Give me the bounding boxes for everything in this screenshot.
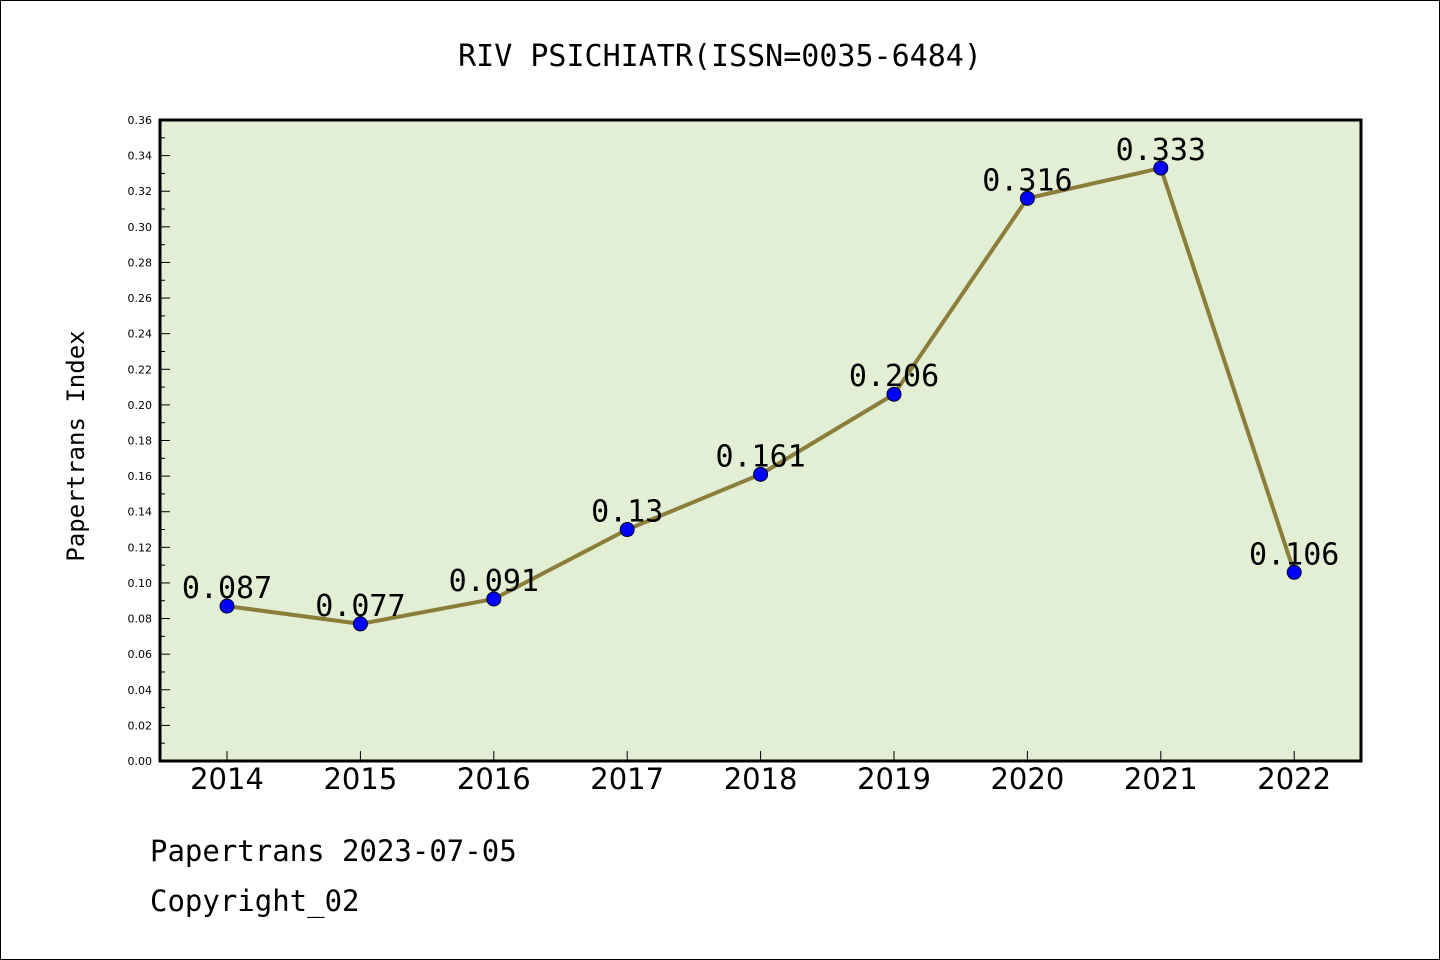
data-label: 0.091: [449, 564, 539, 599]
x-axis-ticks: 2014 2015 2016 2017 2018 2019 2020 2021 2022: [190, 751, 1331, 796]
y-tick-label: 0.12: [128, 541, 153, 554]
data-label: 0.13: [591, 495, 663, 530]
y-tick-label: 0.36: [128, 114, 153, 127]
x-tick-label: 2015: [323, 762, 397, 796]
y-tick-label: 0.04: [128, 684, 153, 697]
y-tick-label: 0.06: [128, 648, 153, 661]
footer-date-line: Papertrans 2023-07-05: [150, 834, 517, 868]
data-label: 0.087: [182, 571, 272, 606]
y-tick-label: 0.22: [128, 363, 153, 376]
y-tick-label: 0.34: [128, 150, 153, 163]
y-tick-label: 0.30: [128, 221, 153, 234]
data-label: 0.106: [1249, 537, 1339, 572]
data-label: 0.333: [1116, 133, 1206, 168]
data-point-marker: [219, 598, 235, 614]
y-tick-label: 0.26: [128, 292, 153, 305]
y-tick-label: 0.20: [128, 399, 153, 412]
x-tick-label: 2021: [1124, 762, 1198, 796]
y-tick-label: 0.14: [128, 506, 153, 519]
y-tick-label: 0.24: [128, 328, 153, 341]
x-tick-label: 2020: [990, 762, 1064, 796]
y-tick-label: 0.10: [128, 577, 153, 590]
x-tick-label: 2022: [1257, 762, 1331, 796]
y-tick-label: 0.00: [128, 755, 153, 768]
y-tick-label: 0.02: [128, 719, 153, 732]
footer-copyright-line: Copyright_02: [150, 884, 360, 918]
data-point-marker: [352, 616, 368, 632]
data-point-marker: [1286, 564, 1302, 580]
chart-title: RIV PSICHIATR(ISSN=0035-6484): [458, 39, 982, 74]
data-point-marker: [886, 386, 902, 402]
data-point-marker: [753, 466, 769, 482]
x-tick-label: 2016: [457, 762, 531, 796]
y-tick-label: 0.18: [128, 435, 153, 448]
data-point-marker: [486, 591, 502, 607]
y-axis-ticks: 0.00 0.02 0.04 0.06 0.08 0.10 0.12 0.14 0.16 0.18…: [128, 114, 170, 768]
data-point-marker: [1019, 190, 1035, 206]
x-tick-label: 2017: [590, 762, 664, 796]
data-markers: [219, 160, 1302, 632]
y-tick-label: 0.08: [128, 613, 153, 626]
y-tick-label: 0.32: [128, 185, 153, 198]
data-label: 0.206: [849, 359, 939, 394]
x-tick-label: 2018: [724, 762, 798, 796]
data-labels: 0.087 0.077 0.091 0.13 0.161 0.206 0.316 0.333 0…: [182, 133, 1340, 624]
data-label: 0.316: [982, 163, 1072, 198]
x-tick-label: 2019: [857, 762, 931, 796]
x-tick-label: 2014: [190, 762, 264, 796]
data-label: 0.161: [715, 439, 805, 474]
y-tick-label: 0.16: [128, 470, 153, 483]
y-axis-label: Papertrans Index: [62, 330, 90, 561]
data-point-marker: [1153, 160, 1169, 176]
data-point-marker: [619, 522, 635, 538]
data-label: 0.077: [315, 589, 405, 624]
plot-area: [158, 118, 1363, 763]
y-tick-label: 0.28: [128, 256, 153, 269]
